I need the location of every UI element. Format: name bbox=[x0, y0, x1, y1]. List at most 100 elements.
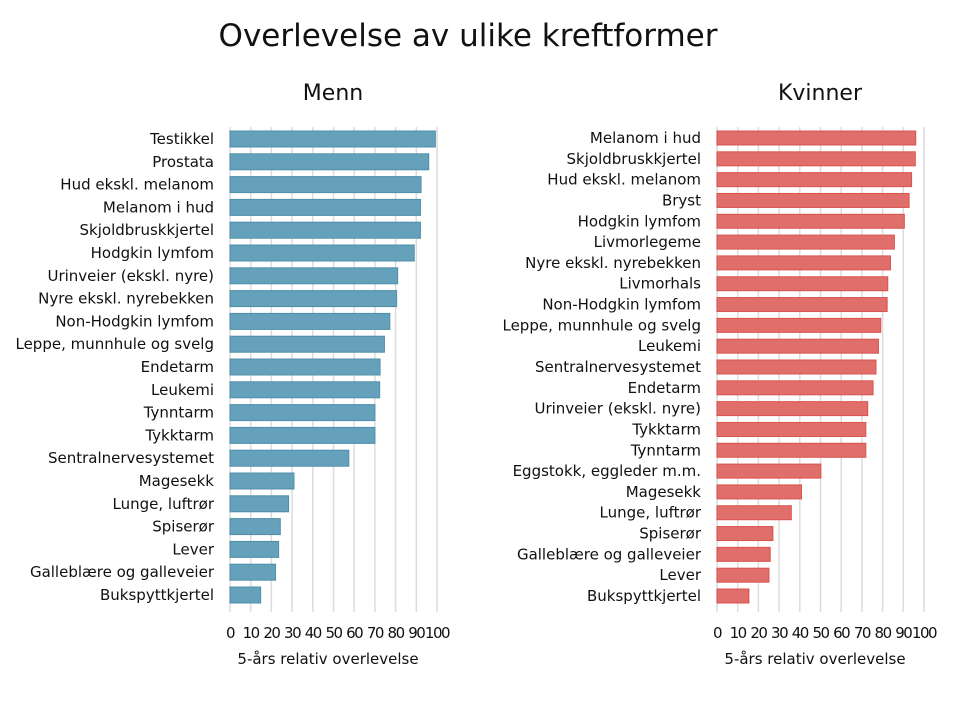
category-label: Tynntarm bbox=[143, 404, 214, 422]
bar bbox=[716, 463, 822, 479]
category-label: Spiserør bbox=[152, 518, 215, 536]
category-label: Hud ekskl. melanom bbox=[547, 171, 701, 189]
category-label: Hud ekskl. melanom bbox=[60, 176, 214, 194]
bar bbox=[229, 518, 281, 536]
category-label: Spiserør bbox=[639, 525, 702, 543]
bar bbox=[716, 338, 879, 354]
bar bbox=[716, 151, 916, 167]
category-label: Livmorlegeme bbox=[594, 233, 701, 251]
category-label: Bryst bbox=[662, 191, 701, 209]
x-tick-label: 60 bbox=[833, 624, 850, 642]
x-tick-label: 30 bbox=[771, 624, 788, 642]
category-label: Magesekk bbox=[139, 472, 215, 490]
bar bbox=[716, 317, 882, 333]
x-tick-label: 10 bbox=[730, 624, 747, 642]
x-tick-label: 0 bbox=[713, 624, 722, 642]
bar bbox=[229, 153, 430, 171]
bar bbox=[716, 588, 750, 604]
bar bbox=[229, 381, 381, 399]
category-label: Leppe, munnhule og svelg bbox=[502, 316, 701, 334]
bar bbox=[229, 221, 421, 239]
x-tick-label: 10 bbox=[243, 624, 260, 642]
x-tick-label: 20 bbox=[750, 624, 767, 642]
category-label: Urinveier (ekskl. nyre) bbox=[47, 267, 214, 285]
category-label: Nyre ekskl. nyrebekken bbox=[525, 254, 701, 272]
x-tick-label: 70 bbox=[854, 624, 871, 642]
panel-kvinner: Kvinner 0 10 20 30 40 50 60 70 80 90 100 5-års relat… bbox=[502, 81, 938, 668]
category-label: Galleblære og galleveier bbox=[30, 563, 215, 581]
bar bbox=[229, 198, 421, 216]
x-tick-label: 50 bbox=[812, 624, 829, 642]
x-tick-label: 70 bbox=[367, 624, 384, 642]
x-tick-label: 100 bbox=[425, 624, 450, 642]
category-label: Endetarm bbox=[141, 358, 214, 376]
panel-title: Kvinner bbox=[778, 81, 863, 106]
bar bbox=[229, 563, 277, 581]
category-label: Lunge, luftrør bbox=[600, 504, 702, 522]
category-label: Bukspyttkjertel bbox=[587, 587, 701, 605]
bar bbox=[229, 335, 385, 353]
category-label: Lever bbox=[172, 540, 214, 558]
bar bbox=[229, 586, 262, 604]
x-tick-label: 90 bbox=[895, 624, 912, 642]
category-label: Sentralnervesystemet bbox=[48, 449, 214, 467]
x-axis-label: 5-års relativ overlevelse bbox=[724, 650, 905, 668]
category-label: Nyre ekskl. nyrebekken bbox=[38, 290, 214, 308]
category-label: Tynntarm bbox=[630, 441, 701, 459]
bar bbox=[716, 172, 913, 188]
chart-title: Overlevelse av ulike kreftformer bbox=[219, 18, 718, 54]
bar bbox=[229, 358, 381, 376]
category-label: Leppe, munnhule og svelg bbox=[15, 335, 214, 353]
bar bbox=[229, 176, 422, 194]
bar bbox=[716, 276, 889, 292]
category-label: Urinveier (ekskl. nyre) bbox=[534, 400, 701, 418]
category-label: Non-Hodgkin lymfom bbox=[55, 312, 214, 330]
category-label: Testikkel bbox=[149, 130, 214, 148]
x-axis-label: 5-års relativ overlevelse bbox=[237, 650, 418, 668]
bar bbox=[229, 312, 391, 330]
category-label: Lever bbox=[659, 566, 701, 584]
panel-title: Menn bbox=[303, 81, 363, 106]
bar bbox=[716, 297, 888, 313]
x-tick-label: 80 bbox=[875, 624, 892, 642]
category-label: Skjoldbruskkjertel bbox=[80, 221, 214, 239]
x-tick-label: 100 bbox=[912, 624, 937, 642]
bar bbox=[229, 472, 295, 490]
bar bbox=[716, 401, 869, 417]
bar bbox=[716, 421, 867, 437]
category-label: Eggstokk, eggleder m.m. bbox=[513, 462, 701, 480]
category-label: Bukspyttkjertel bbox=[100, 586, 214, 604]
x-tick-label: 30 bbox=[284, 624, 301, 642]
category-label: Non-Hodgkin lymfom bbox=[542, 296, 701, 314]
category-label: Melanom i hud bbox=[103, 198, 214, 216]
x-tick-label: 60 bbox=[346, 624, 363, 642]
category-label: Prostata bbox=[152, 153, 214, 171]
category-label: Tykktarm bbox=[144, 426, 214, 444]
bar bbox=[716, 255, 891, 271]
category-label: Leukemi bbox=[638, 337, 701, 355]
category-label: Livmorhals bbox=[619, 275, 701, 293]
bar bbox=[229, 449, 350, 467]
bar bbox=[716, 359, 877, 375]
category-label: Sentralnervesystemet bbox=[535, 358, 701, 376]
category-label: Tykktarm bbox=[631, 420, 701, 438]
panel-menn: Menn 0 10 20 30 40 50 60 70 80 90 100 5-års relativ … bbox=[15, 81, 451, 668]
category-label: Hodgkin lymfom bbox=[91, 244, 214, 262]
x-tick-label: 40 bbox=[792, 624, 809, 642]
category-label: Galleblære og galleveier bbox=[517, 545, 702, 563]
bar bbox=[716, 442, 867, 458]
category-label: Melanom i hud bbox=[590, 129, 701, 147]
bar bbox=[229, 540, 280, 558]
bar bbox=[229, 267, 399, 285]
x-tick-label: 50 bbox=[325, 624, 342, 642]
x-tick-label: 20 bbox=[263, 624, 280, 642]
category-label: Endetarm bbox=[628, 379, 701, 397]
bar bbox=[716, 567, 770, 583]
category-label: Skjoldbruskkjertel bbox=[567, 150, 701, 168]
bar bbox=[229, 426, 376, 444]
bar bbox=[716, 505, 792, 521]
bar bbox=[229, 495, 290, 513]
bar bbox=[229, 244, 415, 262]
category-label: Hodgkin lymfom bbox=[578, 212, 701, 230]
bar bbox=[716, 192, 910, 208]
